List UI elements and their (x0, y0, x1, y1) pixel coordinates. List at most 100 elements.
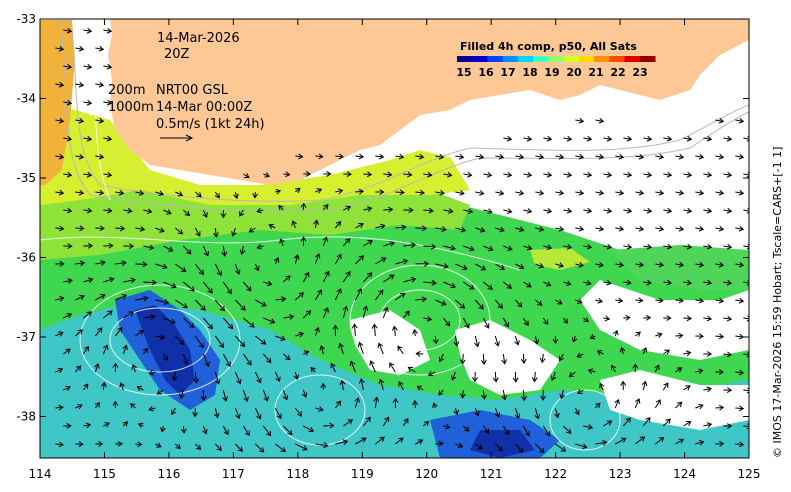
current-vector (495, 227, 505, 232)
current-vector-head (512, 377, 519, 383)
current-vector-head (214, 193, 220, 199)
current-vector-head (58, 117, 65, 124)
current-vector (643, 245, 652, 248)
current-vector-head (389, 362, 395, 368)
current-vector-head (718, 225, 725, 232)
current-vector-head (738, 225, 745, 232)
current-vector-head (177, 229, 184, 235)
current-vector-head (298, 331, 305, 338)
current-vector-head (431, 279, 437, 286)
current-vector (163, 281, 177, 288)
current-vector (595, 227, 604, 230)
current-vector-head (98, 441, 104, 447)
current-vector-head (106, 135, 113, 142)
current-vector (463, 245, 475, 251)
current-vector (202, 281, 213, 294)
current-vector-head (252, 193, 259, 199)
current-vector-head (366, 171, 373, 178)
current-vector-head (658, 297, 664, 304)
current-vector-head (66, 313, 73, 319)
current-vector (295, 155, 303, 158)
current-vector (683, 281, 692, 284)
current-vector (662, 418, 671, 427)
current-vector-head (239, 249, 246, 256)
current-vector (735, 191, 744, 194)
current-vector-head (658, 436, 665, 443)
current-vector-head (122, 421, 128, 427)
current-vector-head (441, 226, 447, 232)
current-vector (435, 155, 444, 158)
current-vector (194, 443, 201, 450)
current-vector-head (367, 240, 373, 246)
current-vector (174, 335, 184, 345)
current-vector-head (387, 206, 394, 213)
current-vector-head (139, 226, 146, 232)
current-vector-head (467, 208, 474, 215)
current-vector (597, 350, 604, 355)
current-vector (63, 313, 72, 319)
current-vector-head (100, 294, 106, 300)
current-vector (559, 353, 564, 361)
current-vector (454, 407, 458, 415)
current-vector (535, 227, 544, 231)
current-vector-head (86, 135, 93, 142)
current-vector-head (266, 280, 273, 287)
current-vector-head (545, 281, 552, 287)
current-vector-head (726, 135, 733, 142)
current-vector (743, 137, 749, 140)
current-vector-head (658, 153, 665, 160)
current-vector (494, 371, 497, 382)
current-vector (654, 399, 661, 409)
current-vector-head (398, 381, 404, 387)
current-vector-head (356, 288, 363, 294)
current-vector-head (117, 440, 123, 447)
current-vector (383, 208, 393, 211)
current-vector-head (266, 430, 272, 437)
current-vector (417, 385, 424, 391)
current-vector-head (202, 428, 208, 435)
current-vector (395, 191, 404, 194)
current-vector-head (418, 153, 425, 160)
current-vector (515, 227, 524, 231)
current-vector (715, 227, 724, 230)
current-vector-head (112, 400, 119, 406)
y-tick-label: -37 (16, 330, 36, 344)
current-vector-head (171, 409, 177, 416)
current-vector (55, 297, 64, 301)
current-vector-head (464, 426, 470, 432)
current-vector-head (686, 135, 693, 142)
current-vector-head (595, 402, 601, 409)
current-vector (683, 317, 692, 320)
current-vector (375, 436, 385, 445)
current-vector (643, 137, 652, 140)
current-vector (202, 317, 213, 330)
current-vector (370, 360, 376, 373)
current-vector (302, 310, 311, 319)
current-vector (555, 299, 563, 305)
current-vector-head (100, 260, 106, 266)
current-vector (621, 347, 624, 355)
current-vector (514, 335, 519, 345)
current-vector-head (506, 283, 513, 289)
current-vector-head (480, 359, 487, 366)
current-vector-head (378, 153, 385, 160)
current-vector (522, 425, 530, 437)
current-vector (341, 380, 344, 391)
current-vector-head (83, 383, 89, 389)
current-vector-head (641, 346, 648, 353)
current-vector-head (666, 207, 673, 214)
current-vector (535, 263, 544, 268)
current-vector-head (59, 225, 65, 232)
current-vector (362, 306, 367, 319)
current-vector (503, 281, 512, 289)
current-vector (541, 353, 544, 363)
current-vector-head (678, 438, 685, 444)
current-vector-head (718, 369, 725, 375)
current-vector (315, 188, 322, 193)
current-vector-head (546, 207, 553, 214)
current-vector-head (589, 333, 596, 340)
current-vector (161, 425, 164, 432)
current-vector (355, 223, 364, 229)
current-vector (214, 263, 222, 276)
current-vector (583, 137, 592, 140)
